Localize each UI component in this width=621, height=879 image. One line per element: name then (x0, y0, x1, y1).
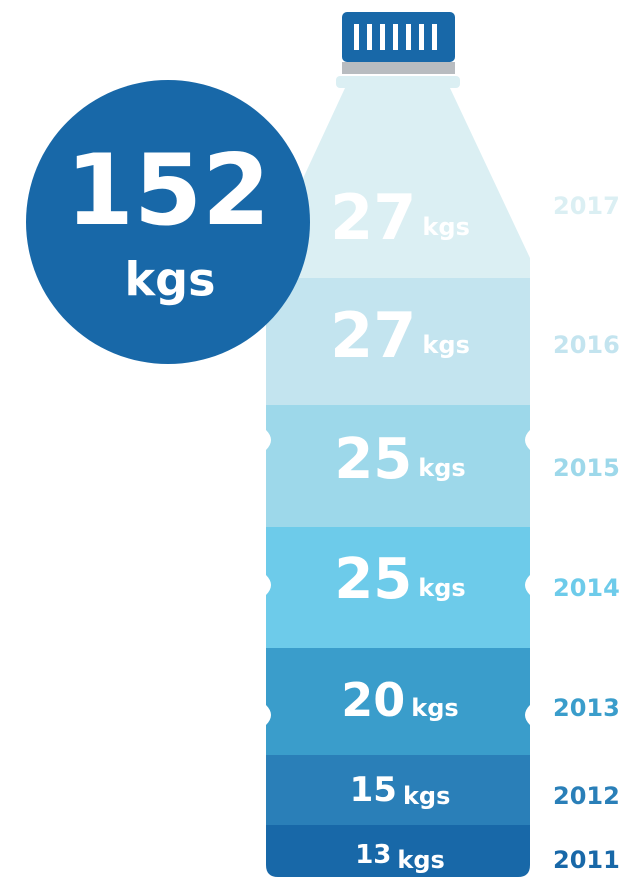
total-unit: kgs (125, 253, 216, 307)
total-value: 152 (66, 134, 271, 248)
layer-value: 20 (341, 673, 405, 727)
layer-unit: kgs (418, 454, 465, 482)
layer-unit: kgs (422, 213, 469, 241)
layer-unit: kgs (418, 574, 465, 602)
year-label: 2013 (553, 694, 620, 722)
year-label: 2017 (553, 192, 620, 220)
bottle-neck (336, 76, 460, 88)
layer-unit: kgs (403, 782, 450, 810)
layer-value: 13 (355, 840, 391, 870)
layer-value: 15 (350, 770, 397, 810)
layer-value: 27 (330, 181, 416, 254)
layer-value: 25 (334, 547, 412, 612)
bottle-layer (250, 755, 550, 825)
layer-value: 27 (330, 299, 416, 372)
year-label: 2011 (553, 846, 620, 874)
layer-unit: kgs (397, 846, 444, 874)
year-label: 2014 (553, 574, 620, 602)
cap-ring (342, 62, 455, 74)
layer-unit: kgs (411, 694, 458, 722)
layer-unit: kgs (422, 331, 469, 359)
layer-value: 25 (334, 427, 412, 492)
year-label: 2015 (553, 454, 620, 482)
year-label: 2012 (553, 782, 620, 810)
infographic: 27kgs201727kgs201625kgs201525kgs201420kg… (0, 0, 621, 879)
year-label: 2016 (553, 331, 620, 359)
